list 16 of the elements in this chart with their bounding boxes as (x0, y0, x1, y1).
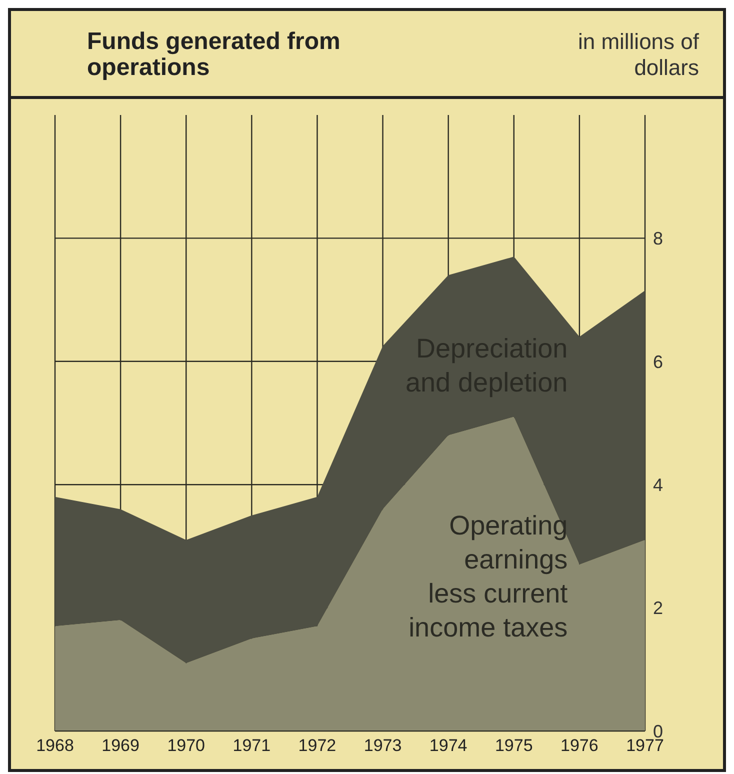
x-tick-label: 1972 (298, 736, 336, 756)
x-tick-label: 1976 (560, 736, 598, 756)
x-tick-label: 1970 (167, 736, 206, 756)
y-tick-label: 6 (653, 352, 664, 372)
y-axis-title: in millions of dollars (576, 29, 699, 81)
chart-title: Funds generated from operations (87, 28, 342, 81)
x-tick-label: 1971 (232, 736, 271, 756)
x-tick-label: 1969 (102, 736, 140, 756)
x-tick-label: 1977 (626, 736, 664, 756)
x-tick-label: 1968 (36, 736, 74, 756)
x-tick-label: 1975 (494, 736, 533, 756)
x-tick-label: 1974 (429, 736, 468, 756)
y-tick-label: 2 (653, 598, 664, 618)
x-tick-label: 1973 (364, 736, 402, 756)
y-tick-label: 8 (653, 228, 664, 249)
y-tick-label: 4 (653, 474, 664, 495)
